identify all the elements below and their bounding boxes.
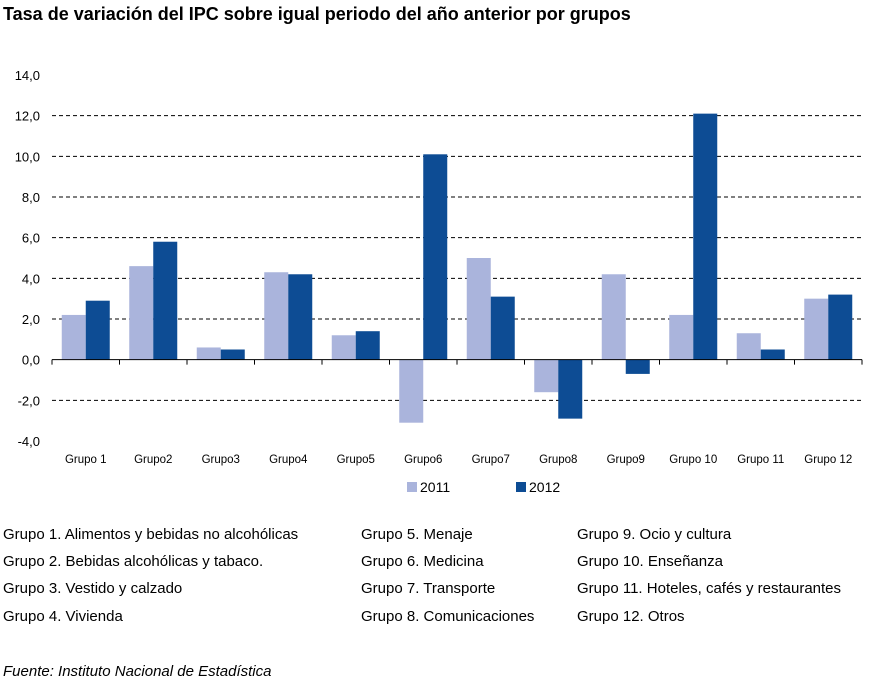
- x-tick-label: Grupo 10: [669, 454, 717, 466]
- group-legend-column-2: Grupo 5. Menaje Grupo 6. Medicina Grupo …: [361, 526, 534, 635]
- group-legend-item: Grupo 9. Ocio y cultura: [577, 526, 732, 543]
- legend-label-2012: 2012: [529, 479, 560, 495]
- bar-2012: [288, 274, 313, 360]
- x-tick-label: Grupo5: [337, 454, 375, 466]
- group-legend-item: Grupo 11. Hoteles, cafés y restaurantes: [577, 580, 842, 598]
- group-legend: Grupo 1. Alimentos y bebidas no alcohóli…: [0, 526, 886, 636]
- x-tick-label: Grupo9: [607, 454, 645, 466]
- bar-2012: [423, 154, 448, 360]
- group-legend-item: Grupo 2. Bebidas alcohólicas y tabaco.: [3, 553, 264, 571]
- bar-2012: [85, 300, 110, 360]
- bar-2012: [625, 359, 650, 374]
- bar-2011: [804, 298, 829, 360]
- bar-2011: [534, 359, 559, 393]
- bar-2011: [466, 258, 491, 360]
- group-legend-item: Grupo 1. Alimentos y bebidas no alcohóli…: [3, 526, 299, 543]
- x-tick-label: Grupo 11: [737, 454, 784, 466]
- bar-2011: [601, 274, 626, 360]
- y-tick-label: 4,0: [22, 271, 40, 286]
- source-note: Fuente: Instituto Nacional de Estadístic…: [3, 663, 272, 680]
- bar-2012: [153, 241, 178, 360]
- y-tick-label: 6,0: [22, 231, 40, 246]
- group-legend-item: Grupo 3. Vestido y calzado: [3, 580, 183, 598]
- x-tick-label: Grupo4: [269, 454, 308, 466]
- group-legend-item: Grupo 7. Transporte: [361, 580, 496, 598]
- bar-2012: [693, 113, 718, 360]
- y-tick-label: 2,0: [22, 312, 40, 327]
- bar-2012: [558, 359, 583, 419]
- y-tick-label: 10,0: [15, 149, 40, 164]
- bar-2012: [220, 349, 245, 360]
- y-tick-label: 12,0: [15, 109, 40, 124]
- bar-2012: [490, 296, 515, 360]
- group-legend-item: Grupo 5. Menaje: [361, 526, 473, 543]
- bar-2011: [264, 272, 289, 360]
- legend-swatch-2011: [407, 482, 417, 492]
- group-legend-item: Grupo 8. Comunicaciones: [361, 607, 535, 625]
- bar-2011: [331, 335, 356, 360]
- group-legend-item: Grupo 12. Otros: [577, 607, 685, 625]
- bar-2012: [355, 331, 380, 360]
- legend-swatch-2012: [516, 482, 526, 492]
- bar-2011: [399, 359, 424, 423]
- group-legend-item: Grupo 10. Enseñanza: [577, 553, 723, 571]
- x-tick-label: Grupo 1: [65, 454, 107, 466]
- legend-label-2011: 2011: [420, 479, 450, 495]
- bar-2012: [828, 294, 853, 360]
- bar-2012: [760, 349, 785, 360]
- x-tick-label: Grupo7: [472, 454, 510, 466]
- y-tick-label: 8,0: [22, 190, 40, 205]
- x-tick-label: Grupo2: [134, 454, 172, 466]
- y-tick-label: 14,0: [15, 68, 40, 83]
- chart-title: Tasa de variación del IPC sobre igual pe…: [3, 4, 631, 24]
- group-legend-column-3: Grupo 9. Ocio y cultura Grupo 10. Enseña…: [577, 526, 841, 635]
- x-tick-label: Grupo8: [539, 454, 577, 466]
- bar-chart: 14,0 12,0 10,0 8,0 6,0 4,0 2,0 0,0 -2,0 -4,0 Grupo…: [15, 68, 863, 495]
- y-tick-label: -4,0: [18, 434, 40, 449]
- x-tick-label: Grupo3: [202, 454, 240, 466]
- x-tick-label: Grupo6: [404, 454, 442, 466]
- bar-2011: [129, 266, 154, 360]
- y-tick-label: -2,0: [18, 393, 40, 408]
- y-tick-label: 0,0: [22, 353, 40, 368]
- bar-2011: [196, 347, 221, 360]
- bar-2011: [736, 333, 761, 360]
- group-legend-item: Grupo 6. Medicina: [361, 553, 484, 571]
- x-tick-label: Grupo 12: [804, 454, 852, 466]
- group-legend-column-1: Grupo 1. Alimentos y bebidas no alcohóli…: [3, 526, 298, 635]
- bar-2011: [61, 314, 86, 360]
- bar-2011: [669, 314, 694, 360]
- group-legend-item: Grupo 4. Vivienda: [3, 607, 123, 625]
